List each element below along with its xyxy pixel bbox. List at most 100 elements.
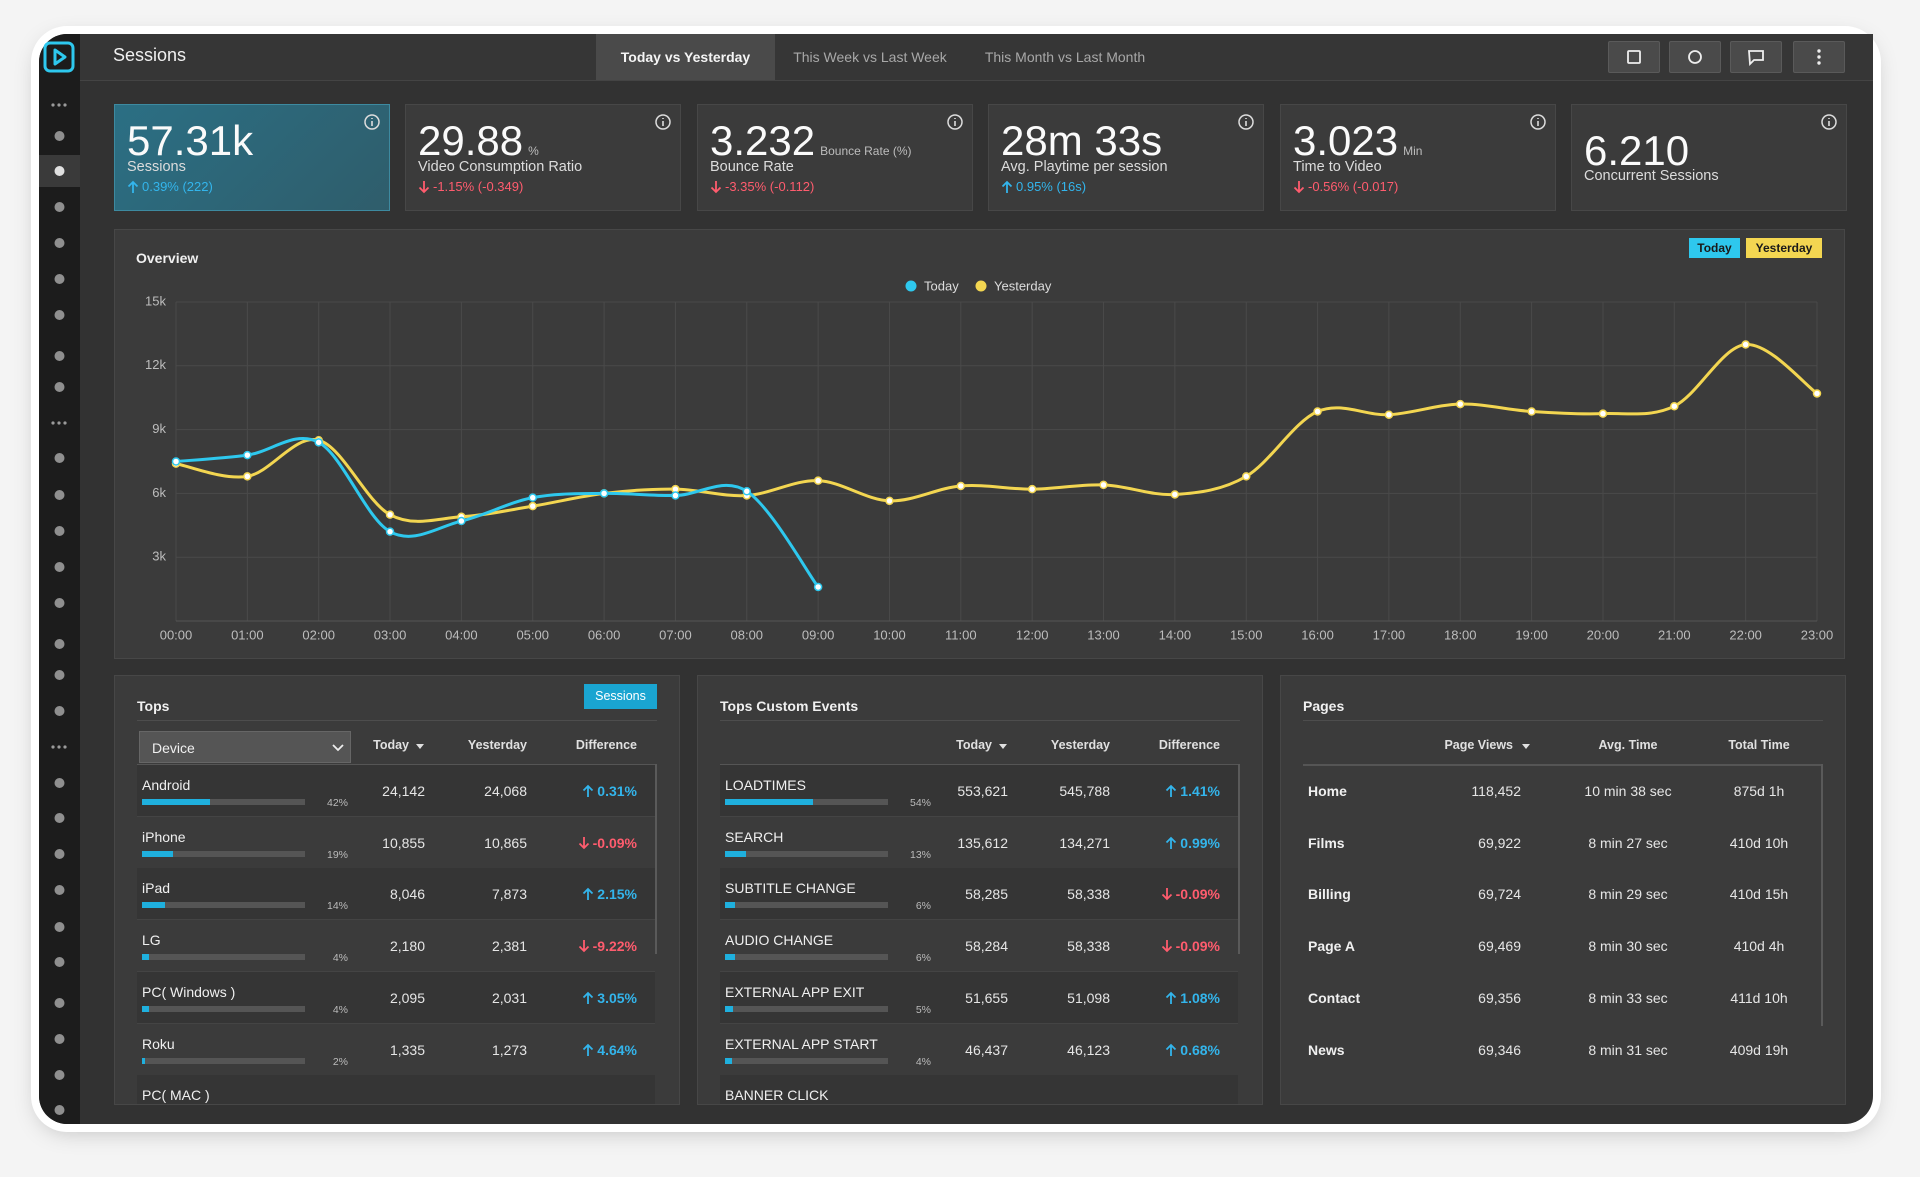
- today-value: 135,612: [957, 834, 1008, 851]
- yesterday-value: 2,381: [491, 938, 527, 955]
- difference-value: -0.09%: [1175, 938, 1220, 955]
- kpi-card: 3.232 Bounce Rate (%) Bounce Rate -3.35% (-…: [697, 104, 973, 211]
- scrollbar: [655, 764, 657, 954]
- dimension-dropdown[interactable]: Device: [139, 731, 351, 763]
- yesterday-value: 58,338: [1067, 886, 1110, 903]
- share-label: 19%: [326, 848, 348, 861]
- arrow-path: [1166, 836, 1177, 849]
- arrow-down: [1161, 888, 1172, 901]
- sidebar-icon: [54, 998, 65, 1008]
- share-track: [142, 850, 305, 857]
- row-name: Roku: [142, 1035, 175, 1052]
- kpi-value: 57.31k: [127, 117, 254, 164]
- today-value: 46,437: [965, 1041, 1008, 1058]
- arrow-path: [578, 836, 589, 849]
- header-rule: [1303, 764, 1821, 766]
- sidebar-icon: [54, 274, 65, 284]
- glyph: [54, 778, 65, 788]
- column-header: Total Time: [1728, 738, 1790, 752]
- table-row: [137, 1023, 655, 1076]
- column-header: Today: [956, 738, 992, 752]
- sidebar-icon: [54, 813, 65, 823]
- difference: 1.41%: [1165, 783, 1220, 799]
- yesterday-value: 58,338: [1067, 938, 1110, 955]
- header-button[interactable]: [1793, 41, 1845, 73]
- table-row: [720, 868, 1238, 921]
- difference-value: 3.05%: [597, 989, 637, 1006]
- tab[interactable]: Today vs Yesterday: [596, 34, 775, 80]
- dot: [63, 421, 67, 425]
- title-rule: [137, 720, 657, 721]
- metric-button[interactable]: Sessions: [584, 684, 657, 709]
- difference-value: 0.68%: [1180, 1041, 1220, 1058]
- difference: 2.15%: [582, 886, 637, 902]
- glyph: [54, 382, 65, 392]
- info-icon: [655, 114, 671, 130]
- kpi-value: 3.023: [1293, 117, 1399, 164]
- title-rule: [1303, 720, 1823, 721]
- tab[interactable]: This Month vs Last Month: [984, 49, 1146, 65]
- arrow-path: [418, 180, 430, 193]
- difference: 0.31%: [582, 783, 637, 799]
- sidebar-icon: [54, 706, 65, 716]
- share-label: 6%: [915, 900, 931, 913]
- glyph: [54, 813, 65, 823]
- share-track: [725, 850, 888, 857]
- sidebar-icon: [54, 202, 65, 212]
- header-button[interactable]: [1608, 41, 1660, 73]
- tab[interactable]: This Week vs Last Week: [793, 49, 947, 65]
- share-bar: [725, 799, 814, 805]
- total-time: 410d 10h: [1729, 834, 1789, 851]
- sidebar-icon: [54, 849, 65, 859]
- share-bar: [725, 1057, 732, 1064]
- kpi-label: Concurrent Sessions: [1584, 168, 1719, 184]
- today-value: 553,621: [957, 783, 1008, 799]
- arrow-path: [578, 940, 589, 953]
- info-ring: [1238, 114, 1254, 130]
- table-row: [720, 816, 1238, 869]
- share-track: [725, 1005, 888, 1012]
- sidebar-icon: [54, 598, 65, 608]
- row-name: EXTERNAL APP EXIT: [725, 983, 865, 1000]
- arrow-up: [583, 888, 594, 901]
- header-button[interactable]: [1669, 41, 1721, 73]
- share-label: 42%: [326, 797, 348, 809]
- kpi-card: 57.31k Sessions 0.39% (222): [114, 104, 390, 211]
- share-label: 5%: [915, 1003, 931, 1016]
- history-glyph: [1688, 50, 1702, 64]
- share-track: [142, 1005, 305, 1012]
- share-bar: [142, 850, 173, 857]
- avg-time: 8 min 27 sec: [1588, 834, 1668, 851]
- row-name: PC( MAC ): [142, 1087, 210, 1104]
- series-toggle[interactable]: Today: [1689, 238, 1740, 258]
- header-button[interactable]: [1730, 41, 1782, 73]
- kpi-value-row: 28m 33s: [1001, 117, 1162, 165]
- yesterday-value: 51,098: [1067, 989, 1110, 1006]
- table-row: [720, 971, 1238, 1024]
- difference-value: 1.08%: [1180, 989, 1220, 1006]
- share-bar: [142, 902, 165, 909]
- table-row: [137, 1075, 655, 1104]
- dot: [57, 745, 61, 749]
- row-name: SEARCH: [725, 828, 784, 845]
- share-track: [725, 1057, 888, 1064]
- kpi-change-text: -1.15% (-0.349): [433, 179, 524, 194]
- sidebar-icon: [54, 1070, 65, 1080]
- total-time: 875d 1h: [1733, 783, 1785, 799]
- difference: 3.05%: [582, 990, 637, 1006]
- kpi-unit: Bounce Rate (%): [820, 144, 912, 158]
- series-toggle[interactable]: Yesterday: [1746, 238, 1822, 258]
- arrow-down: [578, 836, 589, 849]
- glyph: [54, 351, 65, 361]
- dot: [63, 745, 67, 749]
- arrow-up: [1166, 1043, 1177, 1056]
- logo[interactable]: [42, 40, 76, 74]
- sidebar-more: [51, 421, 67, 425]
- difference: -0.09%: [1161, 938, 1220, 954]
- arrow-path: [127, 180, 139, 193]
- top-bar: [80, 34, 1873, 81]
- page-views: 69,346: [1478, 1041, 1521, 1058]
- row-name: iPhone: [142, 828, 186, 845]
